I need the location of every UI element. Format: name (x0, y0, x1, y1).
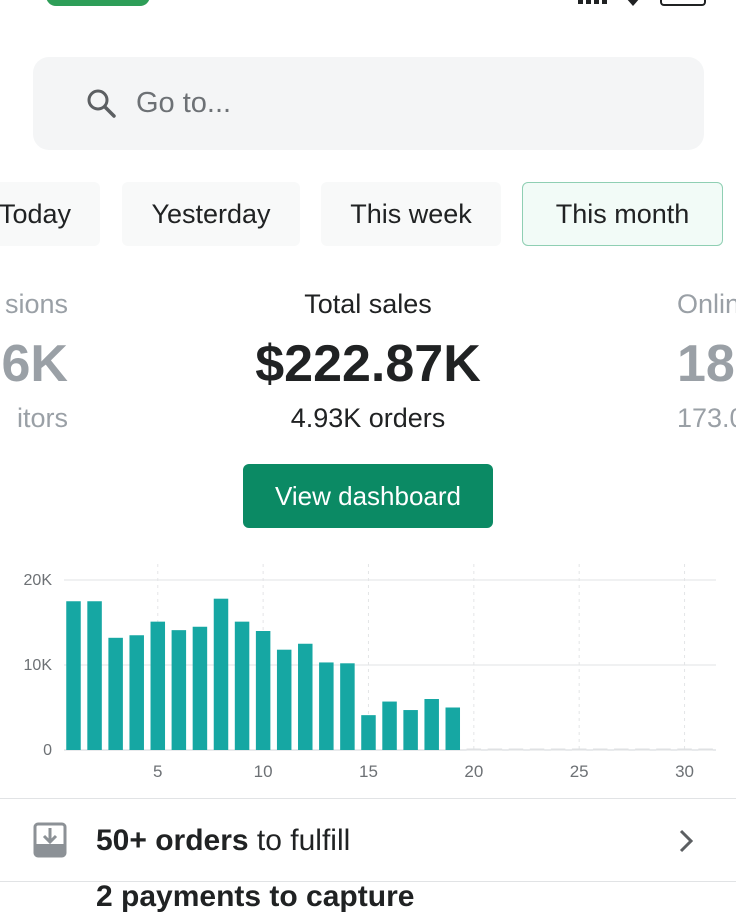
x-tick-label: 30 (675, 762, 694, 781)
bar (340, 663, 355, 750)
orders-to-fulfill-row[interactable]: 50+ orders to fulfill (0, 800, 736, 882)
bar (213, 598, 229, 750)
fulfill-rest: to fulfill (248, 824, 351, 857)
bar (255, 631, 271, 750)
bar (298, 643, 313, 750)
metric-value: $222.87K (255, 335, 481, 393)
inbox-download-icon (33, 822, 67, 858)
metric-sub: 4.93K orders (290, 403, 446, 433)
bar (171, 630, 187, 750)
bar (382, 701, 397, 750)
tab-today[interactable]: Today (0, 182, 100, 246)
metric-label: Onlin (677, 289, 736, 319)
bar (424, 699, 439, 750)
wifi-icon (626, 0, 640, 6)
metric-online[interactable]: Onlin 18 173.0 (677, 288, 736, 434)
metric-label: Total sales (304, 289, 432, 319)
search-bar[interactable]: Go to... (33, 57, 704, 150)
x-tick-label: 15 (359, 762, 378, 781)
search-placeholder: Go to... (136, 87, 232, 119)
y-tick-label: 10K (24, 657, 53, 674)
metric-label: sions (4, 289, 68, 319)
status-bar (0, 0, 736, 12)
fulfill-text: 50+ orders to fulfill (96, 824, 350, 858)
divider (0, 798, 736, 799)
bar (129, 635, 144, 750)
bar (445, 707, 461, 750)
metric-total-sales[interactable]: Total sales $222.87K 4.93K orders (218, 288, 518, 434)
bar (150, 621, 166, 750)
x-tick-label: 10 (254, 762, 273, 781)
metric-sub: itors (16, 403, 68, 433)
metric-value: 18 (677, 335, 735, 393)
fulfill-count: 50+ orders (96, 824, 249, 857)
y-tick-label: 20K (24, 572, 53, 589)
top-action-pill[interactable] (46, 0, 150, 6)
battery-icon (660, 0, 706, 6)
sales-chart: 0 10K 20K 5 10 15 20 25 30 (24, 564, 716, 781)
y-tick-label: 0 (43, 742, 52, 759)
tab-this-week[interactable]: This week (321, 182, 501, 246)
tab-this-month[interactable]: This month (522, 182, 723, 246)
search-icon (87, 89, 116, 118)
payments-to-capture-row[interactable]: 2 payments to capture (96, 880, 415, 913)
x-tick-label: 20 (464, 762, 483, 781)
bar (234, 621, 250, 750)
x-tick-label: 25 (570, 762, 589, 781)
x-tick-label: 5 (153, 762, 162, 781)
view-dashboard-button[interactable]: View dashboard (243, 464, 493, 528)
divider (0, 881, 736, 882)
bar (66, 601, 81, 750)
bar (319, 662, 334, 750)
tab-yesterday[interactable]: Yesterday (122, 182, 300, 246)
bar (192, 626, 208, 750)
bar (87, 601, 102, 750)
bar (276, 649, 292, 750)
metric-sub: 173.0 (677, 403, 736, 433)
bar (403, 710, 418, 750)
signal-icon (578, 0, 607, 4)
metric-value: 6K (1, 335, 68, 393)
bar (361, 715, 376, 750)
chevron-right-icon (679, 829, 694, 853)
bar (108, 637, 123, 750)
metric-sessions[interactable]: sions 6K itors (0, 288, 68, 434)
